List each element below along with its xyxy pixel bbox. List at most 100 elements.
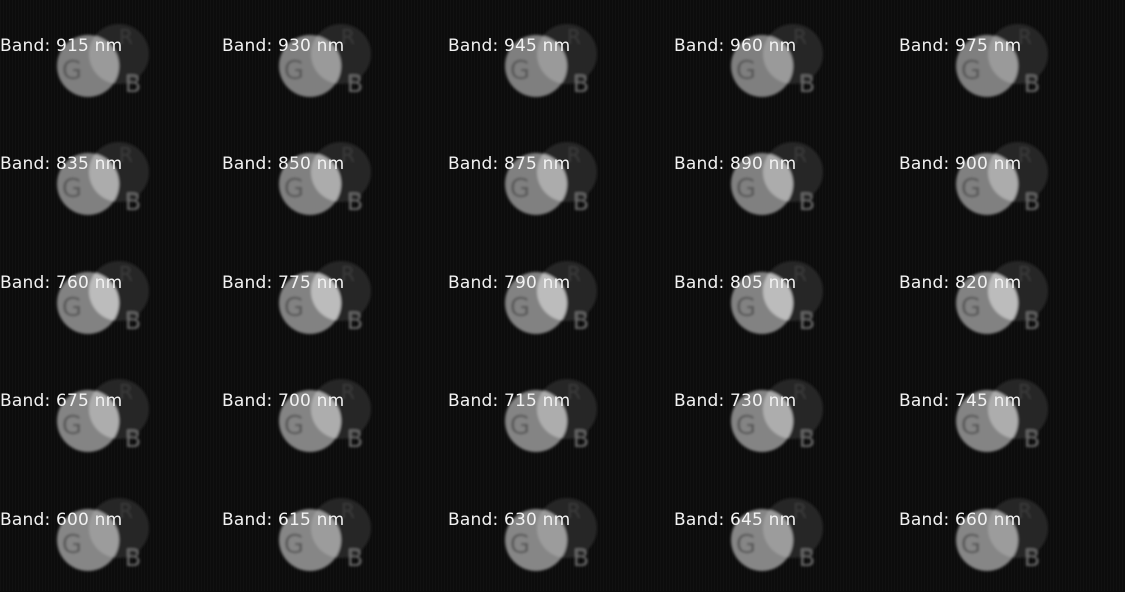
- band-label: Band: 945 nm: [448, 36, 571, 56]
- r-letter: R: [567, 143, 581, 167]
- band-label: Band: 805 nm: [674, 273, 797, 293]
- g-letter: G: [961, 174, 981, 204]
- g-letter: G: [510, 411, 530, 441]
- band-tile: R G B Band: 945 nm: [448, 0, 673, 118]
- band-label: Band: 600 nm: [0, 510, 123, 530]
- b-letter: B: [125, 425, 141, 453]
- band-label: Band: 875 nm: [448, 154, 571, 174]
- band-label: Band: 745 nm: [899, 391, 1022, 411]
- band-label: Band: 915 nm: [0, 36, 123, 56]
- g-letter: G: [736, 530, 756, 560]
- b-letter: B: [125, 307, 141, 335]
- r-letter: R: [119, 380, 133, 404]
- band-tile: R G B Band: 975 nm: [899, 0, 1124, 118]
- band-tile: R G B Band: 850 nm: [222, 118, 447, 236]
- r-letter: R: [119, 143, 133, 167]
- band-label: Band: 790 nm: [448, 273, 571, 293]
- b-letter: B: [125, 544, 141, 572]
- r-letter: R: [1018, 380, 1032, 404]
- band-tile: R G B Band: 630 nm: [448, 474, 673, 592]
- b-letter: B: [1024, 544, 1040, 572]
- band-tile: R G B Band: 675 nm: [0, 355, 225, 473]
- band-label: Band: 835 nm: [0, 154, 123, 174]
- b-letter: B: [573, 188, 589, 216]
- b-letter: B: [573, 307, 589, 335]
- r-letter: R: [1018, 262, 1032, 286]
- band-tile: R G B Band: 930 nm: [222, 0, 447, 118]
- g-letter: G: [62, 411, 82, 441]
- band-tile: R G B Band: 660 nm: [899, 474, 1124, 592]
- g-letter: G: [961, 293, 981, 323]
- r-letter: R: [567, 499, 581, 523]
- band-label: Band: 715 nm: [448, 391, 571, 411]
- g-letter: G: [961, 56, 981, 86]
- r-letter: R: [793, 262, 807, 286]
- r-letter: R: [119, 262, 133, 286]
- g-letter: G: [736, 411, 756, 441]
- r-letter: R: [341, 499, 355, 523]
- band-image-crop: R G B: [939, 134, 1084, 236]
- b-letter: B: [347, 544, 363, 572]
- b-letter: B: [125, 70, 141, 98]
- band-tile: R G B Band: 600 nm: [0, 474, 225, 592]
- r-letter: R: [793, 499, 807, 523]
- b-letter: B: [347, 307, 363, 335]
- g-letter: G: [284, 530, 304, 560]
- r-letter: R: [567, 262, 581, 286]
- band-image-crop: R G B: [488, 16, 633, 118]
- band-image-crop: R G B: [40, 253, 185, 355]
- band-tile: R G B Band: 730 nm: [674, 355, 899, 473]
- band-tile: R G B Band: 890 nm: [674, 118, 899, 236]
- band-image-crop: R G B: [488, 253, 633, 355]
- band-tile: R G B Band: 960 nm: [674, 0, 899, 118]
- g-letter: G: [736, 56, 756, 86]
- band-label: Band: 890 nm: [674, 154, 797, 174]
- b-letter: B: [1024, 70, 1040, 98]
- g-letter: G: [284, 174, 304, 204]
- band-image-crop: R G B: [262, 134, 407, 236]
- band-tile: R G B Band: 835 nm: [0, 118, 225, 236]
- g-letter: G: [510, 56, 530, 86]
- r-letter: R: [793, 25, 807, 49]
- band-tile: R G B Band: 700 nm: [222, 355, 447, 473]
- b-letter: B: [799, 188, 815, 216]
- band-tile: R G B Band: 875 nm: [448, 118, 673, 236]
- r-letter: R: [341, 25, 355, 49]
- g-letter: G: [736, 293, 756, 323]
- band-image-crop: R G B: [714, 490, 859, 592]
- b-letter: B: [125, 188, 141, 216]
- g-letter: G: [961, 530, 981, 560]
- band-image-crop: R G B: [939, 16, 1084, 118]
- band-tile: R G B Band: 615 nm: [222, 474, 447, 592]
- b-letter: B: [799, 425, 815, 453]
- band-label: Band: 960 nm: [674, 36, 797, 56]
- band-label: Band: 760 nm: [0, 273, 123, 293]
- r-letter: R: [341, 262, 355, 286]
- r-letter: R: [341, 380, 355, 404]
- band-tile: R G B Band: 745 nm: [899, 355, 1124, 473]
- r-letter: R: [1018, 25, 1032, 49]
- g-letter: G: [62, 530, 82, 560]
- band-label: Band: 660 nm: [899, 510, 1022, 530]
- band-tile: R G B Band: 915 nm: [0, 0, 225, 118]
- band-image-crop: R G B: [939, 490, 1084, 592]
- band-tile: R G B Band: 790 nm: [448, 237, 673, 355]
- band-label: Band: 850 nm: [222, 154, 345, 174]
- g-letter: G: [510, 530, 530, 560]
- band-tile: R G B Band: 805 nm: [674, 237, 899, 355]
- band-image-crop: R G B: [262, 16, 407, 118]
- g-letter: G: [62, 293, 82, 323]
- band-label: Band: 900 nm: [899, 154, 1022, 174]
- band-image-crop: R G B: [40, 490, 185, 592]
- b-letter: B: [1024, 188, 1040, 216]
- band-label: Band: 630 nm: [448, 510, 571, 530]
- band-label: Band: 975 nm: [899, 36, 1022, 56]
- b-letter: B: [347, 425, 363, 453]
- band-tile: R G B Band: 900 nm: [899, 118, 1124, 236]
- band-image-crop: R G B: [262, 490, 407, 592]
- band-label: Band: 730 nm: [674, 391, 797, 411]
- b-letter: B: [799, 70, 815, 98]
- band-image-crop: R G B: [488, 490, 633, 592]
- g-letter: G: [284, 411, 304, 441]
